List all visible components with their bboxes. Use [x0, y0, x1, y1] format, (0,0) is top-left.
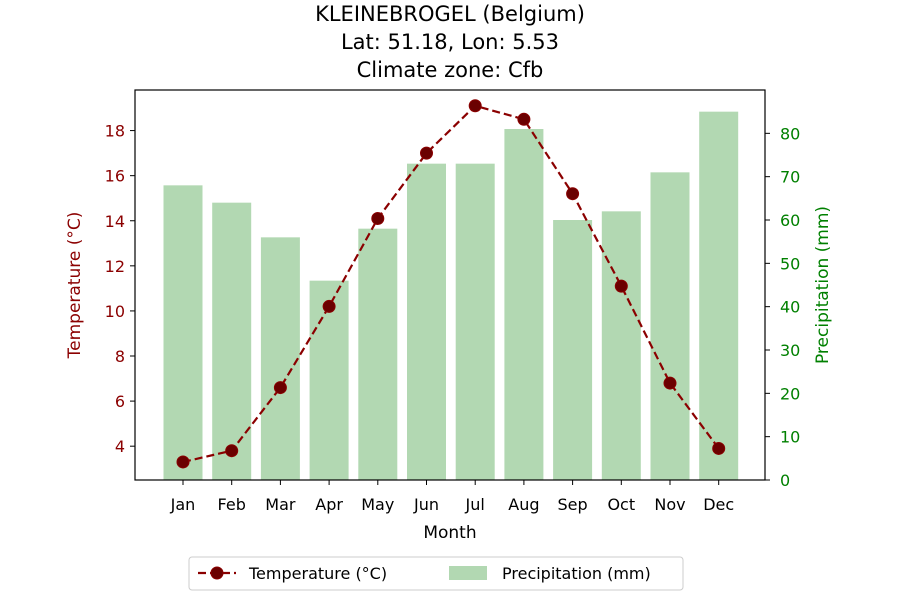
y-right-tick-label: 20 [780, 384, 800, 403]
x-tick-label: Nov [654, 495, 685, 514]
precipitation-bar-dec [699, 111, 739, 481]
y-right-tick-label: 0 [780, 471, 790, 490]
y-left-tick-label: 4 [115, 437, 125, 456]
legend-temperature-label: Temperature (°C) [248, 564, 387, 583]
temperature-point-aug [517, 112, 531, 126]
temperature-point-jul [468, 99, 482, 113]
temperature-point-apr [322, 299, 336, 313]
temperature-point-oct [614, 279, 628, 293]
y-left-tick-label: 18 [105, 122, 125, 141]
y-right-tick-label: 40 [780, 298, 800, 317]
x-axis-label: Month [423, 523, 476, 543]
y-right-tick-label: 30 [780, 341, 800, 360]
precipitation-bar-mar [260, 237, 300, 480]
precipitation-bar-jun [407, 163, 446, 480]
x-tick-label: Jul [465, 495, 485, 514]
y-left-tick-label: 8 [115, 347, 125, 366]
x-tick-label: Feb [218, 495, 246, 514]
y-left-tick-label: 14 [105, 212, 125, 231]
y-axis-right: 0 10 20 30 40 50 60 70 80 [765, 124, 800, 490]
x-axis: Jan Feb Mar Apr May Jun Jul Aug Sep Oct Nov Dec [170, 480, 734, 514]
y-right-tick-label: 50 [780, 254, 800, 273]
precipitation-bars [163, 111, 739, 481]
precipitation-bar-aug [504, 129, 544, 480]
temperature-line [182, 104, 720, 464]
y-right-tick-label: 10 [780, 428, 800, 447]
precipitation-bar-oct [601, 211, 641, 481]
temperature-point-nov [663, 376, 677, 390]
temperature-point-sep [566, 187, 580, 201]
x-tick-label: Dec [703, 495, 734, 514]
x-tick-label: Mar [265, 495, 296, 514]
y-axis-right-label: Precipitation (mm) [813, 206, 833, 364]
temperature-series [176, 99, 726, 469]
precipitation-bar-jul [455, 163, 495, 480]
precipitation-bar-sep [553, 220, 593, 480]
x-tick-label: Oct [607, 495, 635, 514]
temperature-point-may [371, 211, 385, 225]
precipitation-bar-feb [212, 202, 252, 480]
chart-title-line-1: KLEINEBROGEL (Belgium) [315, 2, 585, 26]
x-tick-label: Jan [170, 495, 196, 514]
x-tick-label: May [361, 495, 394, 514]
y-left-tick-label: 10 [105, 302, 125, 321]
precipitation-bar-may [358, 228, 398, 480]
legend-box [188, 556, 684, 591]
y-right-tick-label: 70 [780, 168, 800, 187]
precipitation-bar-jan [163, 185, 203, 481]
temperature-point-jun [420, 146, 433, 160]
temperature-point-feb [225, 444, 239, 458]
x-tick-label: Apr [315, 495, 343, 514]
legend-precipitation-label: Precipitation (mm) [502, 564, 651, 583]
legend-temperature-marker [210, 566, 224, 580]
chart-title-line-3: Climate zone: Cfb [357, 58, 544, 82]
temperature-point-dec [712, 441, 726, 455]
plot-frame [134, 89, 766, 481]
y-left-tick-label: 12 [105, 257, 125, 276]
chart-title: KLEINEBROGEL (Belgium) Lat: 51.18, Lon: 5… [315, 2, 585, 82]
y-right-tick-label: 80 [780, 124, 800, 143]
chart-title-line-2: Lat: 51.18, Lon: 5.53 [341, 30, 559, 54]
precipitation-bar-apr [309, 280, 349, 480]
precipitation-bar-nov [650, 172, 690, 481]
x-tick-label: Jun [413, 495, 439, 514]
x-tick-label: Sep [558, 495, 588, 514]
legend: Temperature (°C) Precipitation (mm) [188, 556, 684, 591]
x-tick-label: Aug [508, 495, 539, 514]
temperature-point-mar [273, 381, 287, 395]
legend-precipitation-swatch [449, 566, 487, 580]
y-axis-left-label: Temperature (°C) [65, 212, 85, 360]
y-right-tick-label: 60 [780, 211, 800, 230]
y-left-tick-label: 6 [115, 392, 125, 411]
temperature-point-jan [176, 455, 190, 469]
y-axis-left: 4 6 8 10 12 14 16 18 [105, 122, 135, 456]
y-left-tick-label: 16 [105, 167, 125, 186]
